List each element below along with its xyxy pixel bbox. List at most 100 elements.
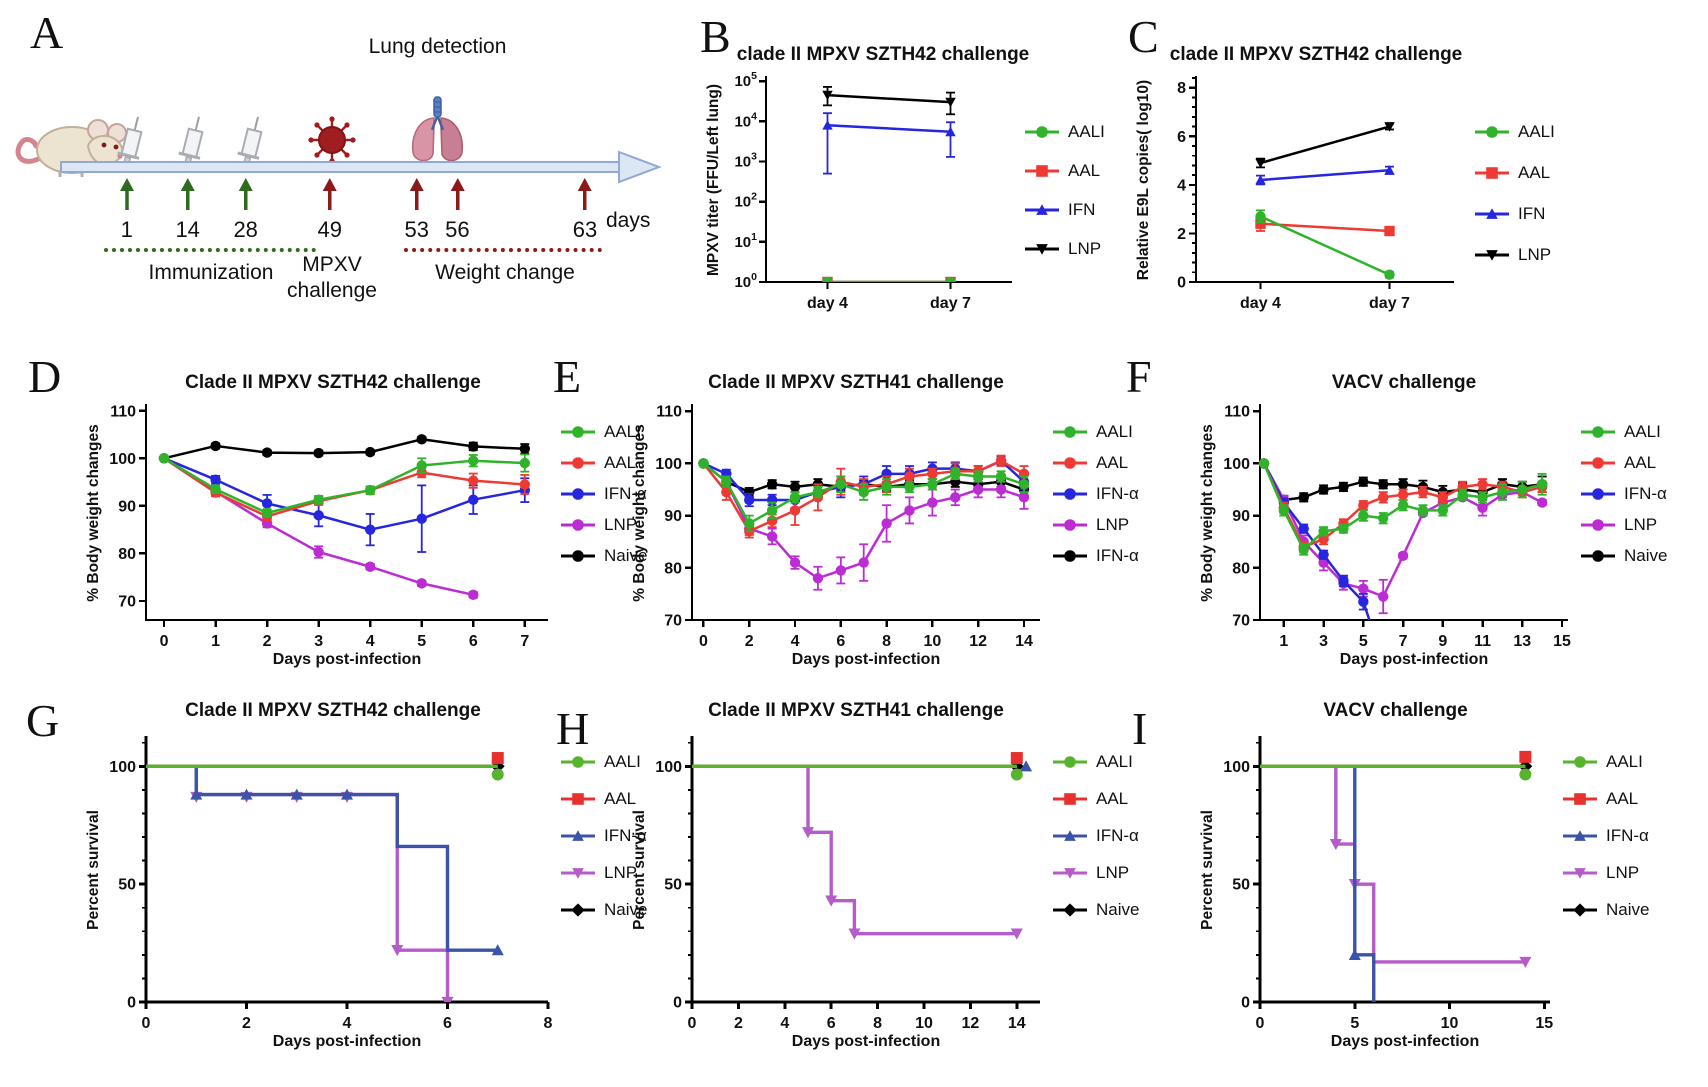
svg-text:1: 1 (211, 633, 220, 650)
svg-text:1: 1 (1279, 633, 1288, 650)
svg-text:110: 110 (1224, 404, 1250, 421)
legend-label: AAL (604, 453, 637, 472)
legend-item-Naive: Naive (560, 900, 647, 920)
legend-marker-icon (1563, 830, 1597, 841)
legend-label: IFN-α (604, 484, 647, 503)
chart-title-h: Clade II MPXV SZTH41 challenge (708, 700, 1004, 721)
legend-item-IFN: IFN (1024, 200, 1105, 220)
svg-text:70: 70 (664, 613, 682, 630)
svg-text:110: 110 (656, 404, 682, 421)
up-arrow-icon (180, 178, 195, 210)
legend-item-AAL: AAL (1052, 789, 1139, 809)
timeline-timepoint-day-49: 49 (318, 178, 342, 243)
svg-text:% Body weight changes: % Body weight changes (1199, 424, 1216, 601)
svg-text:2: 2 (1177, 226, 1186, 243)
legend-label: LNP (1606, 863, 1640, 882)
series-IFN (1255, 165, 1395, 186)
legend-label: LNP (1068, 239, 1102, 258)
legend-marker-icon (1563, 756, 1597, 768)
svg-text:4: 4 (366, 633, 375, 650)
series-LNP (822, 86, 956, 116)
syringe-icon (178, 116, 204, 172)
series-LNP (692, 764, 1023, 940)
svg-text:day 4: day 4 (1240, 295, 1281, 312)
legend-item-IFN-α: IFN-α (560, 826, 647, 846)
svg-text:80: 80 (1232, 560, 1250, 577)
chart-panel-c: clade II MPXV SZTH42 challenge 0 2 4 6 8 day … (1132, 44, 1612, 344)
legend-marker-icon (561, 793, 595, 805)
timeline-day-number: 49 (317, 217, 343, 242)
chart-title-c: clade II MPXV SZTH42 challenge (1169, 44, 1463, 65)
svg-text:2: 2 (242, 1015, 251, 1032)
up-arrow-icon (119, 178, 134, 210)
legend-label: AAL (1068, 161, 1101, 180)
series-LNP (698, 458, 1030, 591)
svg-text:MPXV titer (FFU/Left lung): MPXV titer (FFU/Left lung) (705, 84, 722, 276)
panel-label-c: C (1128, 11, 1159, 62)
legend-marker-icon (1053, 868, 1087, 879)
svg-text:50: 50 (118, 877, 136, 894)
svg-text:10: 10 (923, 633, 941, 650)
svg-text:80: 80 (664, 560, 682, 577)
legend-item-Naive: Naive (560, 546, 647, 566)
chart-panel-e: Clade II MPXV SZTH41 challenge 70 80 90 100… (628, 372, 1194, 677)
svg-text:% Body weight changes: % Body weight changes (85, 424, 102, 601)
legend-label: LNP (1624, 515, 1658, 534)
svg-text:100: 100 (655, 759, 682, 776)
svg-text:6: 6 (836, 633, 845, 650)
legend-label: AALI (1518, 122, 1555, 141)
legend-item-AALI: AALI (560, 752, 647, 772)
timeline-arrow-bar (60, 150, 662, 184)
up-arrow-icon (450, 178, 465, 210)
plot-h: 0 50 100 0 2 4 6 8 10 12 14 Days post-infection Perc… (631, 736, 1040, 1050)
legend-marker-icon (1581, 519, 1615, 531)
legend-item-AAL: AAL (1052, 453, 1139, 473)
chart-title-i: VACV challenge (1323, 700, 1468, 721)
legend-marker-icon (1053, 793, 1087, 805)
panel-label-b: B (700, 11, 731, 62)
svg-text:% Body weight changes: % Body weight changes (631, 424, 648, 601)
legend-marker-icon (561, 488, 595, 500)
plot-e: 70 80 90 100 110 0 2 4 6 8 10 12 14 Days post-infecti… (631, 404, 1040, 668)
legend-h: AALI AAL IFN-α LNP Naive (1052, 752, 1139, 920)
legend-item-AALI: AALI (1052, 752, 1139, 772)
chart-panel-f: VACV challenge 70 80 90 100 110 1 3 5 7 9 11 13 15 Da… (1196, 372, 1708, 677)
legend-marker-icon (1475, 126, 1509, 138)
timeline-timepoint-day-63: 63 (573, 178, 597, 243)
series-AALI (1258, 458, 1548, 556)
legend-item-AALI: AALI (560, 422, 647, 442)
svg-text:100: 100 (655, 456, 682, 473)
svg-text:8: 8 (873, 1015, 882, 1032)
legend-item-AALI: AALI (1024, 122, 1105, 142)
legend-label: IFN-α (1606, 826, 1649, 845)
svg-text:102: 102 (734, 191, 757, 211)
chart-title-d: Clade II MPXV SZTH42 challenge (185, 372, 481, 393)
panel-label-f: F (1126, 351, 1152, 402)
legend-marker-icon (1053, 519, 1087, 531)
lungs-icon (411, 96, 464, 162)
legend-item-AALI: AALI (1052, 422, 1139, 442)
timeline-timepoint-day-53: 53 (405, 178, 429, 243)
legend-item-AALI: AALI (1562, 752, 1649, 772)
svg-text:12: 12 (962, 1015, 980, 1032)
legend-item-IFN: IFN (1474, 204, 1555, 224)
legend-item-LNP: LNP (560, 863, 647, 883)
series-AALI (822, 276, 956, 282)
svg-text:6: 6 (1177, 129, 1186, 146)
legend-marker-icon (561, 550, 595, 562)
legend-marker-icon (1475, 250, 1509, 261)
svg-text:6: 6 (443, 1015, 452, 1032)
series-AALI (1260, 764, 1532, 781)
svg-text:15: 15 (1553, 633, 1571, 650)
svg-text:0: 0 (673, 995, 682, 1012)
legend-label: IFN-α (1096, 826, 1139, 845)
svg-text:6: 6 (469, 633, 478, 650)
legend-label: AALI (604, 752, 641, 771)
legend-item-IFN-α: IFN-α (1052, 546, 1139, 566)
svg-text:5: 5 (1350, 1015, 1359, 1032)
panel-a-timeline: Lung detection (8, 8, 676, 338)
svg-text:7: 7 (1399, 633, 1408, 650)
legend-marker-icon (1053, 488, 1087, 500)
days-label: days (606, 209, 651, 232)
legend-marker-icon (1563, 903, 1597, 917)
